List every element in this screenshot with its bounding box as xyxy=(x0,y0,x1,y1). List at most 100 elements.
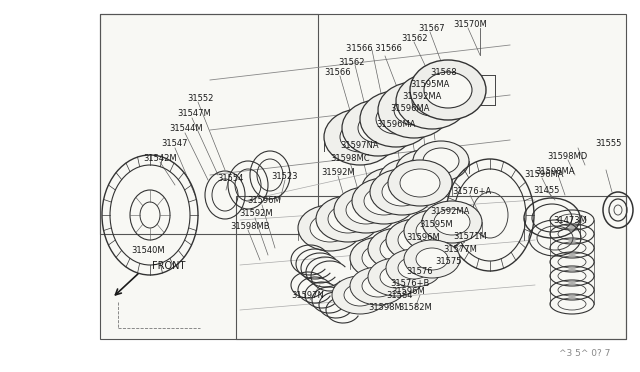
Ellipse shape xyxy=(350,267,406,305)
Ellipse shape xyxy=(396,73,468,129)
Text: 31596MA: 31596MA xyxy=(524,170,564,179)
Ellipse shape xyxy=(360,91,432,147)
Ellipse shape xyxy=(340,122,380,152)
Ellipse shape xyxy=(310,214,350,242)
Ellipse shape xyxy=(379,159,435,199)
Text: 31566 31566: 31566 31566 xyxy=(346,44,402,52)
Text: 31575: 31575 xyxy=(436,257,462,266)
Text: 31570M: 31570M xyxy=(453,19,487,29)
Text: 31523: 31523 xyxy=(272,171,298,180)
Ellipse shape xyxy=(396,150,452,190)
Ellipse shape xyxy=(422,201,482,243)
Text: 31596MA: 31596MA xyxy=(376,119,416,128)
Text: 31598M: 31598M xyxy=(368,302,402,311)
Ellipse shape xyxy=(316,196,380,242)
Ellipse shape xyxy=(416,218,452,244)
Text: 31547M: 31547M xyxy=(177,109,211,118)
Ellipse shape xyxy=(434,209,470,235)
Ellipse shape xyxy=(358,113,398,143)
Ellipse shape xyxy=(324,109,396,165)
Text: 31584: 31584 xyxy=(387,292,413,301)
Ellipse shape xyxy=(386,219,446,261)
Text: 31596M: 31596M xyxy=(391,286,425,295)
Text: 31567: 31567 xyxy=(419,23,445,32)
Text: 31568: 31568 xyxy=(431,67,458,77)
Ellipse shape xyxy=(334,187,398,233)
Text: 31542M: 31542M xyxy=(143,154,177,163)
Ellipse shape xyxy=(404,210,464,252)
Text: 31592MA: 31592MA xyxy=(430,206,470,215)
Text: 31554: 31554 xyxy=(217,173,243,183)
Ellipse shape xyxy=(362,275,394,297)
Text: 31597N: 31597N xyxy=(292,292,324,301)
Ellipse shape xyxy=(298,205,362,251)
Ellipse shape xyxy=(410,60,486,120)
Text: 31455: 31455 xyxy=(533,186,559,195)
Ellipse shape xyxy=(352,178,416,224)
Text: 31597NA: 31597NA xyxy=(340,141,380,150)
Text: 31596M: 31596M xyxy=(247,196,281,205)
Ellipse shape xyxy=(400,169,440,197)
Text: 31595MA: 31595MA xyxy=(410,80,450,89)
Ellipse shape xyxy=(380,236,416,262)
Ellipse shape xyxy=(423,148,459,174)
Text: 31576+A: 31576+A xyxy=(452,186,492,196)
Ellipse shape xyxy=(382,178,422,206)
Text: FRONT: FRONT xyxy=(152,261,186,271)
Text: 31544M: 31544M xyxy=(169,124,203,132)
Text: 31598MD: 31598MD xyxy=(547,151,587,160)
Ellipse shape xyxy=(424,72,472,108)
Text: 31592M: 31592M xyxy=(321,167,355,176)
Ellipse shape xyxy=(398,257,430,279)
Ellipse shape xyxy=(388,160,452,206)
Text: 31598MB: 31598MB xyxy=(230,221,270,231)
Text: 31582M: 31582M xyxy=(398,302,432,311)
Text: 31598MC: 31598MC xyxy=(330,154,370,163)
Text: 31566: 31566 xyxy=(324,67,351,77)
Text: 31577M: 31577M xyxy=(443,244,477,253)
Bar xyxy=(236,196,626,339)
Text: 31555: 31555 xyxy=(595,138,621,148)
Ellipse shape xyxy=(380,266,412,288)
Ellipse shape xyxy=(362,245,398,271)
Text: 31576+B: 31576+B xyxy=(390,279,429,288)
Ellipse shape xyxy=(413,141,469,181)
Ellipse shape xyxy=(368,228,428,270)
Text: 31595M: 31595M xyxy=(419,219,453,228)
Ellipse shape xyxy=(370,169,434,215)
Ellipse shape xyxy=(394,95,434,125)
Text: 31592M: 31592M xyxy=(239,208,273,218)
Ellipse shape xyxy=(332,276,388,314)
Ellipse shape xyxy=(404,240,460,278)
Bar xyxy=(100,14,318,234)
Text: 31562: 31562 xyxy=(339,58,365,67)
Ellipse shape xyxy=(376,104,416,134)
Text: 31562: 31562 xyxy=(402,33,428,42)
Text: 31473M: 31473M xyxy=(553,215,587,224)
Text: 31571M: 31571M xyxy=(453,231,487,241)
Ellipse shape xyxy=(364,187,404,215)
Text: 31547: 31547 xyxy=(162,138,188,148)
Ellipse shape xyxy=(389,166,425,192)
Text: 31598MA: 31598MA xyxy=(535,167,575,176)
Ellipse shape xyxy=(378,82,450,138)
Ellipse shape xyxy=(386,249,442,287)
Ellipse shape xyxy=(350,237,410,279)
Text: 31576: 31576 xyxy=(406,267,433,276)
Ellipse shape xyxy=(362,168,418,208)
Ellipse shape xyxy=(416,248,448,270)
Text: 31592MA: 31592MA xyxy=(403,92,442,100)
Ellipse shape xyxy=(344,284,376,306)
Ellipse shape xyxy=(342,100,414,156)
Text: 31552: 31552 xyxy=(187,93,213,103)
Text: 31596M: 31596M xyxy=(406,232,440,241)
Text: 31596MA: 31596MA xyxy=(390,103,429,112)
Ellipse shape xyxy=(372,175,408,201)
Bar xyxy=(100,14,626,339)
Ellipse shape xyxy=(328,205,368,233)
Text: 31540M: 31540M xyxy=(131,246,165,254)
Ellipse shape xyxy=(346,196,386,224)
Ellipse shape xyxy=(368,258,424,296)
Ellipse shape xyxy=(398,227,434,253)
Text: ^3 5^ 0? 7: ^3 5^ 0? 7 xyxy=(559,349,610,358)
